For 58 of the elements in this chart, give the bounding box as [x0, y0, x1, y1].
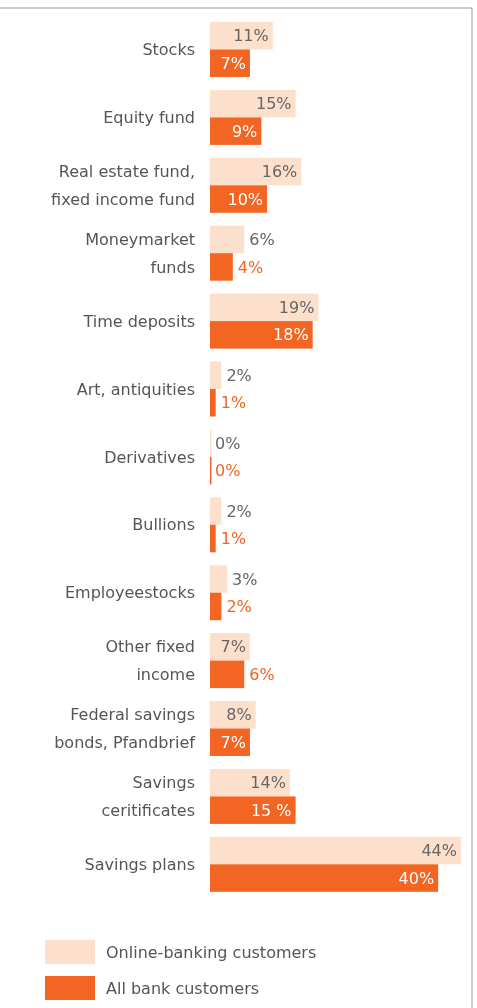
bar: [210, 361, 222, 389]
data-label: 7%: [220, 732, 246, 752]
data-label: 3%: [232, 569, 258, 589]
bar: [210, 225, 245, 254]
y-tick-label: Savings plans: [84, 854, 195, 874]
data-label: 9%: [231, 121, 258, 141]
y-tick-label: Art, antiquities: [76, 379, 195, 399]
data-label: 19%: [278, 297, 315, 317]
data-label: 2%: [226, 501, 252, 521]
data-label: 16%: [261, 162, 298, 182]
legend-label: Online-banking customers: [106, 942, 317, 962]
bar: [210, 497, 222, 525]
data-label: 44%: [421, 841, 457, 861]
data-label: 18%: [273, 325, 309, 345]
data-label: 15 %: [250, 800, 292, 820]
y-tick-label: Savings ceritificates: [101, 773, 195, 820]
data-label: 2%: [226, 597, 252, 617]
y-tick-label: Real estate fund, fixed income fund: [51, 161, 195, 209]
bar: [210, 864, 439, 892]
data-label: 6%: [249, 664, 275, 684]
data-label: 15%: [256, 94, 292, 114]
bar: [210, 389, 216, 417]
bar: [210, 253, 233, 281]
bar: [210, 836, 461, 865]
data-label: 7%: [220, 53, 246, 73]
y-tick-label: Derivatives: [104, 447, 195, 467]
bar: [210, 796, 296, 824]
data-label: 6%: [249, 230, 275, 250]
y-tick-label: Moneymarket funds: [85, 229, 195, 277]
data-label: 40%: [398, 868, 435, 888]
bar: [210, 157, 302, 186]
data-label: 8%: [226, 705, 252, 725]
bar: [210, 89, 296, 118]
bar: [210, 565, 228, 593]
y-tick-label: Stocks: [142, 40, 195, 60]
data-label: 2%: [226, 365, 252, 385]
data-label: 10%: [227, 189, 264, 209]
bar: [210, 22, 273, 50]
y-tick-label: Equity fund: [103, 108, 195, 127]
legend-label: All bank customers: [106, 978, 260, 998]
data-label: 11%: [233, 26, 269, 46]
y-tick-label: Federal savings bonds, Pfandbrief: [54, 705, 196, 753]
bar: [210, 524, 216, 553]
bar: [210, 660, 245, 689]
data-label: 1%: [220, 393, 247, 413]
data-label: 4%: [237, 257, 264, 277]
data-label: 1%: [220, 529, 247, 549]
bar: [210, 293, 319, 322]
y-tick-label: Bullions: [132, 515, 195, 535]
y-tick-label: Employeestocks: [64, 583, 195, 603]
y-tick-label: Time deposits: [82, 311, 195, 331]
y-tick-label: Other fixed income: [105, 637, 195, 685]
bar: [210, 592, 222, 621]
data-label: 7%: [220, 637, 246, 657]
data-label: 0%: [215, 461, 241, 481]
data-label: 0%: [215, 433, 241, 453]
data-label: 14%: [250, 773, 286, 793]
bar: [210, 321, 313, 349]
